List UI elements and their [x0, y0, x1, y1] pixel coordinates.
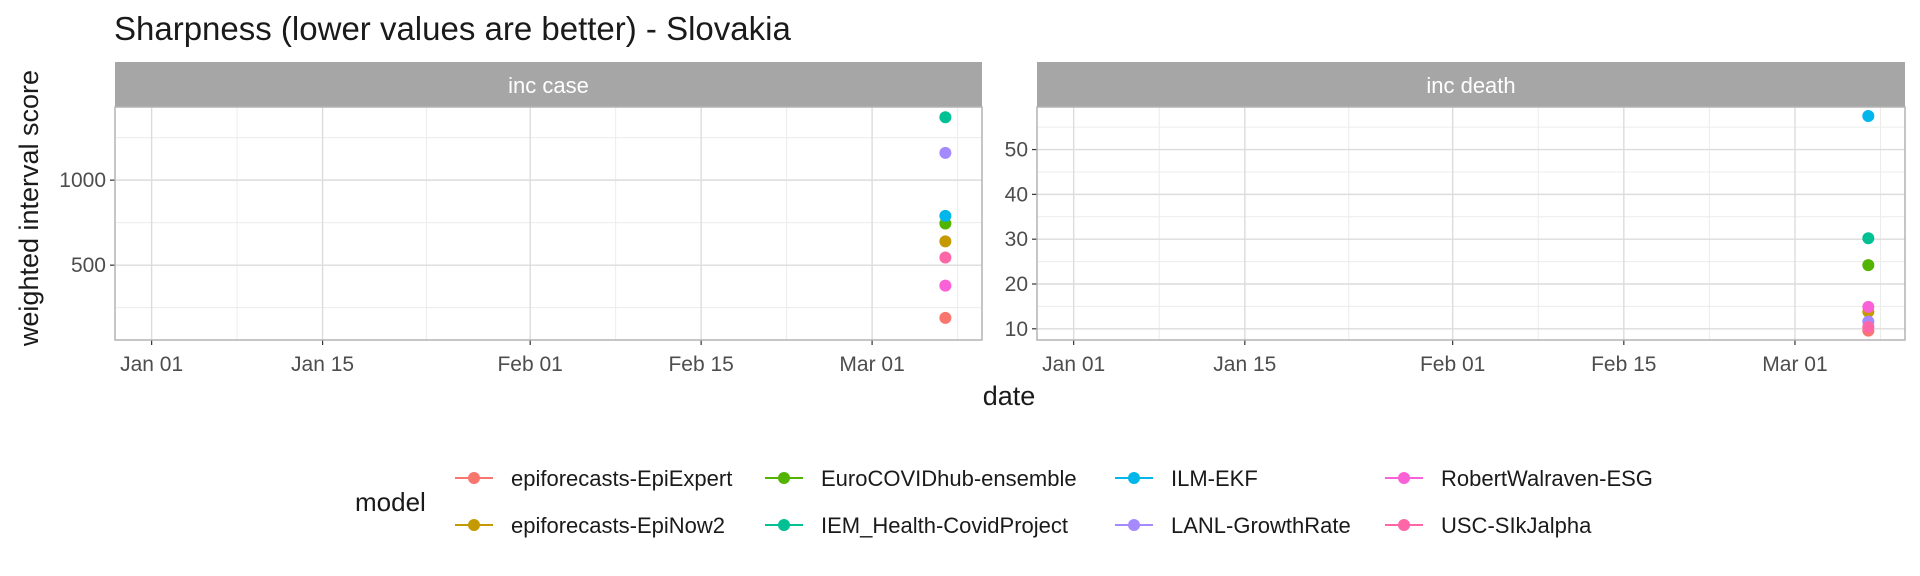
- legend-item: IEM_Health-CovidProject: [765, 513, 1068, 538]
- panel-inc-death: inc death 10 20 30 40 50 Jan 01 Jan 15 Feb 01 Feb…: [1005, 62, 1906, 376]
- legend-key-point: [1398, 472, 1410, 484]
- facet-strip: [115, 62, 982, 107]
- data-point: [939, 279, 952, 292]
- data-point: [939, 251, 952, 264]
- legend-item: RobertWalraven-ESG: [1385, 466, 1653, 491]
- legend-item: LANL-GrowthRate: [1115, 513, 1351, 538]
- legend-key-point: [1398, 519, 1410, 531]
- legend-item: USC-SIkJalpha: [1385, 513, 1592, 538]
- data-point: [939, 311, 952, 324]
- legend-label: RobertWalraven-ESG: [1441, 466, 1653, 491]
- y-tick-label: 500: [71, 254, 106, 277]
- y-tick-label: 50: [1005, 139, 1028, 162]
- legend-key-point: [468, 472, 480, 484]
- legend-label: IEM_Health-CovidProject: [821, 513, 1068, 538]
- facet-strip: [1037, 62, 1905, 107]
- legend-label: EuroCOVIDhub-ensemble: [821, 466, 1077, 491]
- legend-item: epiforecasts-EpiNow2: [455, 513, 725, 538]
- x-tick-label: Jan 01: [1042, 353, 1105, 376]
- panel-background: [115, 107, 982, 340]
- y-tick-label: 40: [1005, 183, 1028, 206]
- facet-label: inc case: [508, 73, 589, 98]
- data-point: [1862, 259, 1875, 272]
- legend-item: epiforecasts-EpiExpert: [455, 466, 732, 491]
- x-axis-label: date: [983, 381, 1036, 411]
- legend-label: ILM-EKF: [1171, 466, 1258, 491]
- legend-label: epiforecasts-EpiExpert: [511, 466, 732, 491]
- data-point: [1862, 109, 1875, 122]
- data-point: [939, 235, 952, 248]
- data-point: [939, 146, 952, 159]
- panel-border: [1036, 106, 1906, 341]
- legend-key-point: [778, 519, 790, 531]
- legend-key-point: [468, 519, 480, 531]
- chart-title: Sharpness (lower values are better) - Sl…: [114, 10, 791, 47]
- data-point: [1862, 321, 1875, 334]
- panels: inc case 500 1000 Jan 01 Jan 15 Feb 01 Feb 15 M…: [59, 62, 1906, 376]
- panel-border: [114, 106, 983, 341]
- x-tick-label: Feb 01: [1420, 353, 1485, 376]
- x-tick-label: Mar 01: [1762, 353, 1827, 376]
- y-tick-label: 10: [1005, 318, 1028, 341]
- data-point: [1862, 232, 1875, 245]
- x-tick-label: Jan 15: [1213, 353, 1276, 376]
- x-tick-label: Jan 01: [120, 353, 183, 376]
- legend-label: USC-SIkJalpha: [1441, 513, 1592, 538]
- legend-item: EuroCOVIDhub-ensemble: [765, 466, 1077, 491]
- x-tick-label: Mar 01: [839, 353, 904, 376]
- legend: model epiforecasts-EpiExpert epiforecasts…: [355, 466, 1653, 538]
- legend-label: epiforecasts-EpiNow2: [511, 513, 725, 538]
- data-point: [939, 209, 952, 222]
- x-tick-label: Feb 15: [668, 353, 733, 376]
- legend-title: model: [355, 487, 426, 517]
- panel-inc-case: inc case 500 1000 Jan 01 Jan 15 Feb 01 Feb 15 M…: [59, 62, 983, 376]
- y-axis-label: weighted interval score: [14, 70, 44, 347]
- facet-label: inc death: [1426, 73, 1515, 98]
- x-tick-label: Jan 15: [291, 353, 354, 376]
- data-point: [939, 111, 952, 124]
- x-tick-label: Feb 01: [497, 353, 562, 376]
- panel-background: [1037, 107, 1905, 340]
- y-tick-label: 30: [1005, 228, 1028, 251]
- legend-item: ILM-EKF: [1115, 466, 1258, 491]
- legend-key-point: [778, 472, 790, 484]
- y-tick-label: 1000: [59, 169, 106, 192]
- legend-key-point: [1128, 519, 1140, 531]
- x-tick-label: Feb 15: [1591, 353, 1656, 376]
- legend-key-point: [1128, 472, 1140, 484]
- legend-label: LANL-GrowthRate: [1171, 513, 1351, 538]
- y-tick-label: 20: [1005, 273, 1028, 296]
- data-point: [1862, 300, 1875, 313]
